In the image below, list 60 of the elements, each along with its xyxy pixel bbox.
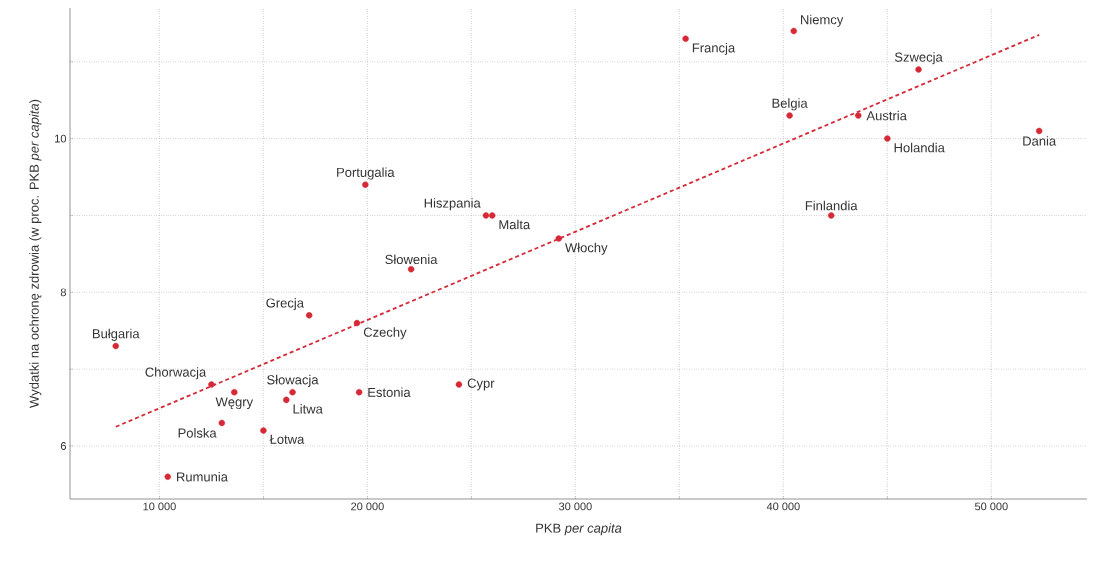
annotation: Portugalia bbox=[337, 167, 395, 180]
y-tick-label: 6 bbox=[60, 442, 66, 450]
annotation: Czechy bbox=[363, 327, 407, 340]
annotation: Estonia bbox=[368, 387, 411, 397]
x-tick-label: 30 000 bbox=[558, 502, 592, 511]
point bbox=[828, 212, 835, 219]
point bbox=[362, 181, 369, 188]
annotation: Chorwacja bbox=[145, 367, 207, 380]
x-tick-label: 20 000 bbox=[351, 502, 384, 511]
point bbox=[915, 66, 922, 73]
point bbox=[289, 388, 296, 396]
annotation: Szwecja bbox=[894, 52, 943, 65]
annotation: Litwa bbox=[293, 404, 323, 414]
point bbox=[353, 319, 361, 327]
point bbox=[208, 381, 215, 388]
annotation: Hiszpania bbox=[424, 198, 481, 211]
x-tick-label: 40 000 bbox=[766, 502, 800, 511]
point bbox=[786, 112, 793, 119]
annotation: Cypr bbox=[467, 378, 495, 391]
point bbox=[283, 396, 290, 404]
annotation: Malta bbox=[499, 219, 531, 230]
point bbox=[884, 135, 891, 142]
annotation: Grecja bbox=[266, 298, 304, 311]
point bbox=[164, 473, 171, 480]
point bbox=[455, 381, 463, 388]
point bbox=[305, 312, 313, 319]
annotation: Węgry bbox=[215, 397, 254, 410]
x-tick-label: 50 000 bbox=[974, 502, 1008, 511]
y-axis-title: Wydatki na ochronę zdrowia (w proc. PKB per capita) bbox=[29, 99, 42, 408]
annotation: Austria bbox=[866, 110, 907, 121]
point bbox=[218, 419, 226, 427]
annotation: Dania bbox=[1023, 136, 1057, 146]
x-tick-label: 10 000 bbox=[143, 502, 176, 511]
point bbox=[231, 388, 238, 396]
point bbox=[489, 212, 496, 219]
point bbox=[355, 388, 363, 396]
annotation: Holandia bbox=[894, 142, 945, 153]
point bbox=[1035, 127, 1043, 135]
point bbox=[260, 427, 267, 434]
annotation: Rumunia bbox=[177, 471, 228, 482]
point bbox=[112, 342, 119, 350]
annotation: Polska bbox=[178, 428, 217, 438]
point bbox=[855, 112, 862, 119]
point bbox=[482, 212, 490, 219]
annotation: Słowacja bbox=[267, 374, 319, 387]
y-tick-label: 10 bbox=[55, 134, 67, 143]
point bbox=[555, 235, 562, 242]
y-tick-label: 8 bbox=[60, 288, 66, 297]
x-axis-title: PKB per capita bbox=[536, 523, 622, 536]
point bbox=[790, 27, 797, 35]
point bbox=[682, 35, 689, 42]
annotation: Francja bbox=[692, 42, 736, 56]
annotation: Łotwa bbox=[269, 434, 305, 444]
annotation: Niemcy bbox=[801, 14, 844, 27]
annotation: Włochy bbox=[565, 242, 608, 255]
annotation: Belgia bbox=[772, 98, 808, 111]
point bbox=[407, 266, 415, 273]
annotation: Finlandia bbox=[805, 200, 858, 211]
annotation: Słowenia bbox=[385, 254, 438, 265]
annotation: Bułgaria bbox=[92, 328, 140, 341]
